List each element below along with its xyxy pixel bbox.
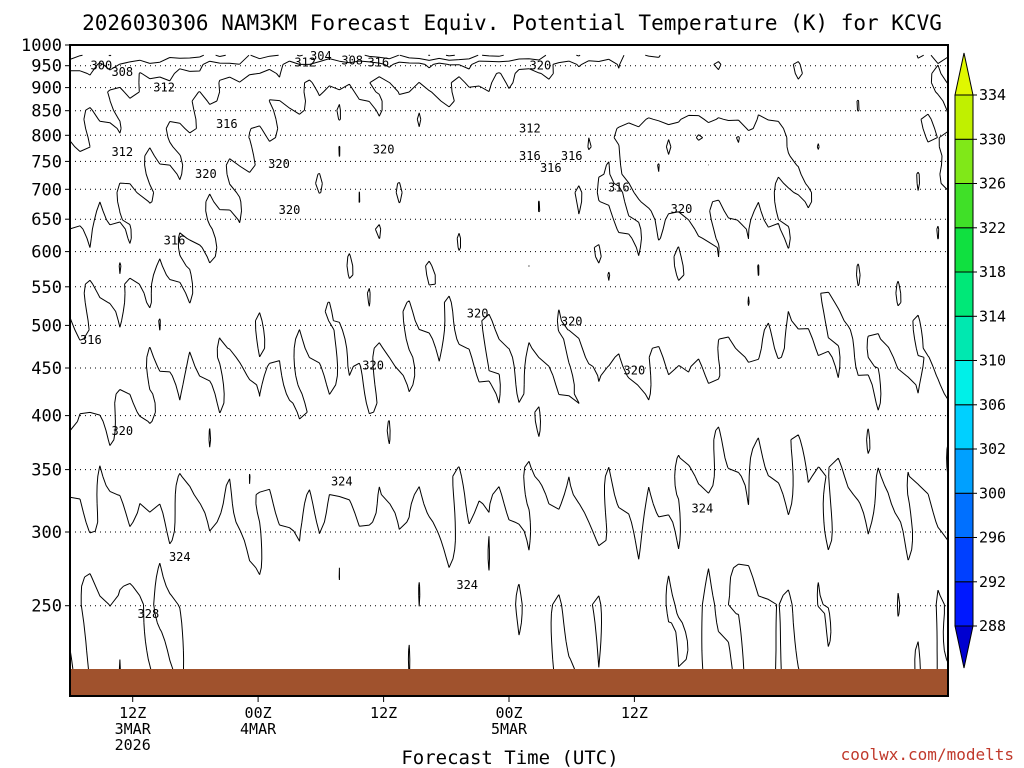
chart-title: 2026030306 NAM3KM Forecast Equiv. Potent… — [82, 11, 942, 35]
